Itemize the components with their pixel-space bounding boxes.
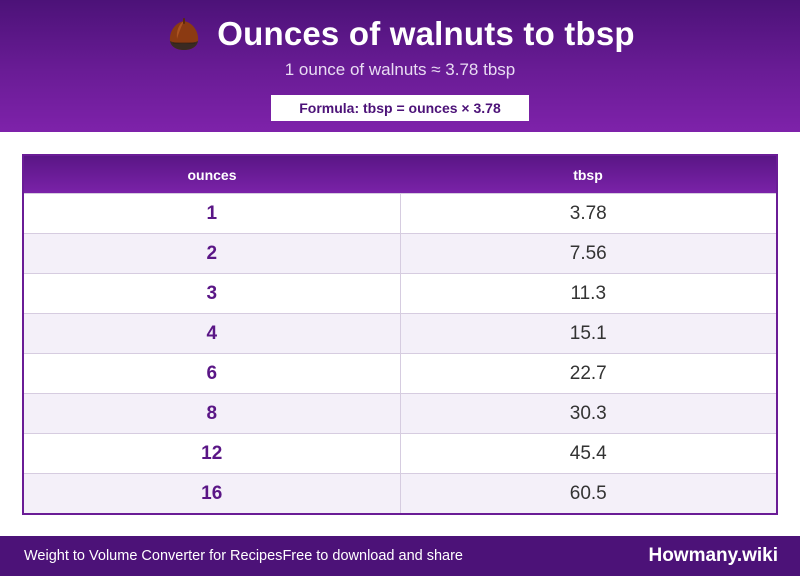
tbsp-cell: 30.3 bbox=[400, 393, 776, 434]
subtitle: 1 ounce of walnuts ≈ 3.78 tbsp bbox=[284, 60, 516, 79]
ounces-cell: 16 bbox=[24, 473, 401, 513]
footer-share-note: Free to download and share bbox=[282, 548, 464, 564]
column-header-ounces: ounces bbox=[24, 156, 400, 194]
table-row: 8 30.3 bbox=[24, 393, 776, 434]
ounces-cell: 2 bbox=[24, 233, 401, 274]
table-row: 2 7.56 bbox=[24, 233, 776, 274]
tbsp-cell: 3.78 bbox=[400, 193, 776, 234]
table-row: 16 60.5 bbox=[24, 473, 776, 513]
ounces-cell: 6 bbox=[24, 353, 401, 394]
tbsp-cell: 45.4 bbox=[400, 433, 776, 474]
brand-link[interactable]: Howmany.wiki bbox=[648, 545, 778, 566]
tbsp-cell: 22.7 bbox=[400, 353, 776, 394]
ounces-cell: 4 bbox=[24, 313, 401, 354]
ounces-cell: 1 bbox=[24, 193, 401, 234]
page-title: Ounces of walnuts to tbsp bbox=[217, 15, 635, 52]
tbsp-cell: 7.56 bbox=[400, 233, 776, 274]
header: Ounces of walnuts to tbsp 1 ounce of wal… bbox=[0, 0, 800, 132]
content-area: ounces tbsp 1 3.78 2 7.56 3 11.3 4 bbox=[0, 132, 800, 536]
tbsp-cell: 11.3 bbox=[400, 273, 776, 314]
ounces-cell: 8 bbox=[24, 393, 401, 434]
table-header-row: ounces tbsp bbox=[24, 156, 776, 194]
column-header-tbsp: tbsp bbox=[400, 156, 776, 194]
ounces-cell: 12 bbox=[24, 433, 401, 474]
footer: Weight to Volume Converter for RecipesFr… bbox=[0, 536, 800, 576]
table-row: 6 22.7 bbox=[24, 353, 776, 394]
table-row: 12 45.4 bbox=[24, 433, 776, 474]
table-row: 4 15.1 bbox=[24, 313, 776, 354]
table-row: 3 11.3 bbox=[24, 273, 776, 314]
tbsp-cell: 15.1 bbox=[400, 313, 776, 354]
table-row: 1 3.78 bbox=[24, 193, 776, 234]
formula-badge: Formula: tbsp = ounces × 3.78 bbox=[271, 95, 529, 121]
footer-tagline: Weight to Volume Converter for Recipes bbox=[24, 548, 283, 564]
footer-caption: Weight to Volume Converter for RecipesFr… bbox=[24, 536, 463, 576]
ounces-cell: 3 bbox=[24, 273, 401, 314]
conversion-table: ounces tbsp 1 3.78 2 7.56 3 11.3 4 bbox=[22, 154, 778, 515]
tbsp-cell: 60.5 bbox=[400, 473, 776, 513]
chestnut-icon bbox=[165, 15, 203, 53]
title-row: Ounces of walnuts to tbsp bbox=[0, 12, 800, 56]
